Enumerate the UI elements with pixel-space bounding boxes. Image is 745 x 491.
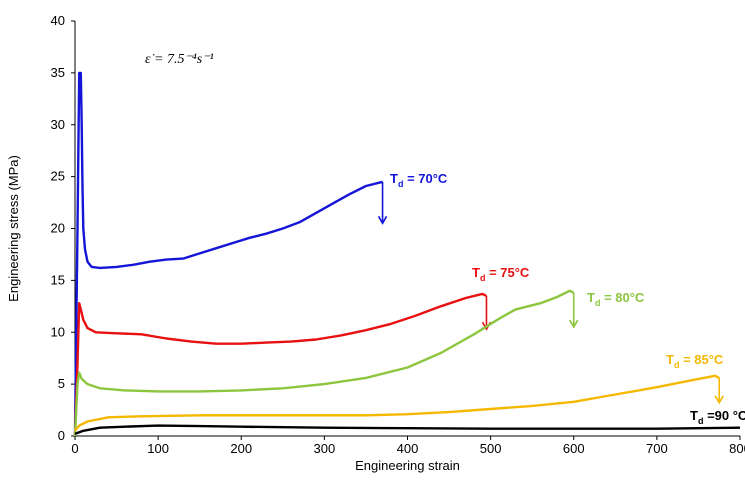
labels-layer: Td = 70°C Td = 75°C Td = 80°C Td = 85°C Td =… [390, 171, 745, 426]
y-tick-label: 25 [51, 169, 65, 184]
x-tick-label: 800 [729, 441, 745, 456]
y-axis-title: Engineering stress (MPa) [6, 155, 21, 302]
x-tick-label: 400 [397, 441, 419, 456]
y-tick-label: 5 [58, 376, 65, 391]
series-label-1: Td = 70°C [390, 171, 448, 189]
y-tick-label: 30 [51, 117, 65, 132]
y-tick-label: 40 [51, 13, 65, 28]
x-tick-label: 100 [147, 441, 169, 456]
series-label-5: Td =90 °C [690, 408, 745, 426]
series-arrow-head-1 [377, 215, 388, 225]
y-tick-label: 15 [51, 272, 65, 287]
series-line-3 [73, 289, 575, 437]
x-tick-label: 0 [71, 441, 78, 456]
series-arrow-head-4 [714, 395, 724, 405]
series-line-2 [73, 292, 488, 437]
x-tick-label: 700 [646, 441, 668, 456]
y-tick-label: 0 [58, 428, 65, 443]
y-tick-label: 10 [51, 324, 65, 339]
x-tick-label: 200 [230, 441, 252, 456]
series-label-2: Td = 75°C [472, 265, 530, 283]
series-label-4: Td = 85°C [666, 352, 724, 370]
x-axis-title: Engineering strain [355, 458, 460, 473]
axes-layer: 0 100 200 300 400 500 600 700 800 0 5 10 15 20 25 30 35 4… [51, 13, 745, 456]
y-tick-label: 35 [51, 65, 65, 80]
x-tick-label: 600 [563, 441, 585, 456]
strain-rate-annotation: ε̇ = 7.5⁻⁴s⁻¹ [145, 52, 214, 67]
y-tick-label: 20 [51, 221, 65, 236]
series-arrow-head-3 [569, 319, 579, 329]
x-tick-label: 500 [480, 441, 502, 456]
series-line-4 [74, 374, 720, 432]
series-line-1 [73, 71, 383, 437]
series-label-3: Td = 80°C [587, 290, 645, 308]
x-tick-label: 300 [314, 441, 336, 456]
series-line-5 [74, 424, 741, 436]
series-layer [73, 71, 741, 437]
